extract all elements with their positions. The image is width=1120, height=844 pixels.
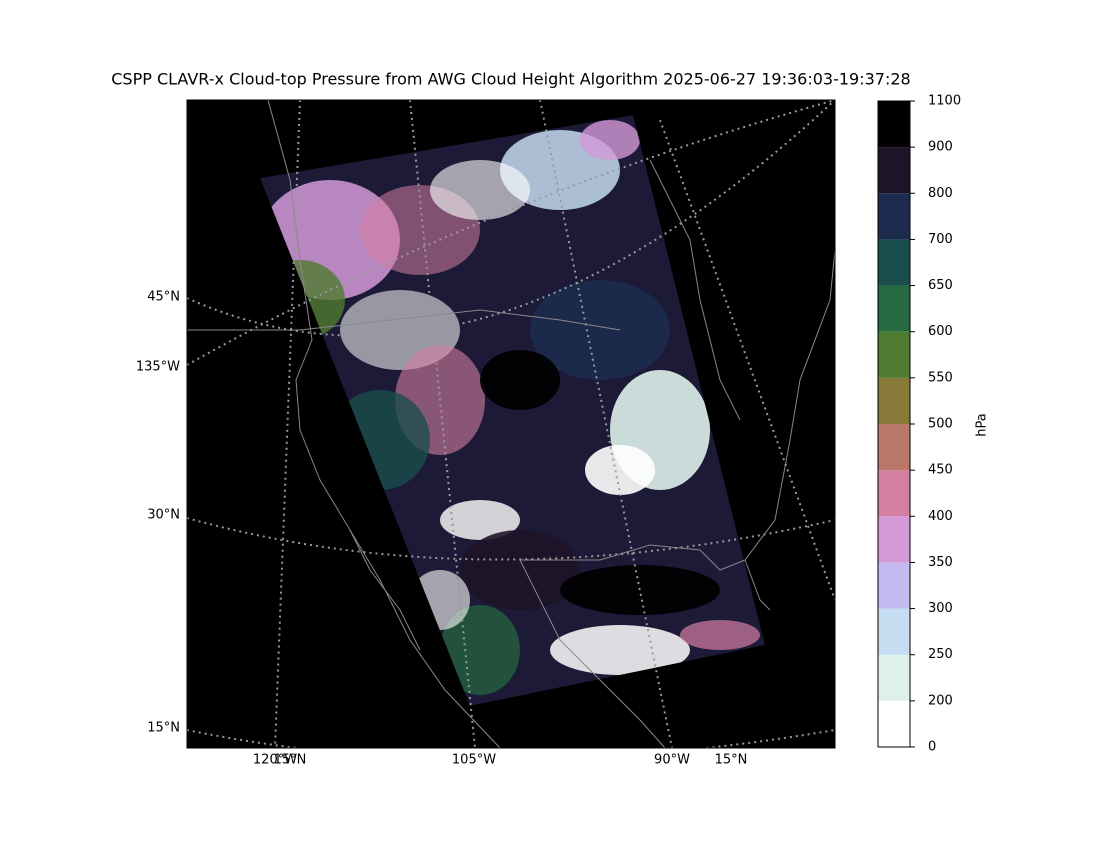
map-area [187,100,835,748]
colorbar-segment [878,562,910,609]
colorbar-tick-label: 350 [928,555,953,570]
colorbar-tick-label: 550 [928,370,953,385]
graticule-label: 15°N [274,753,307,768]
graticule-label: 90°W [654,753,690,768]
colorbar-tick-label: 900 [928,140,953,155]
colorbar-segment [878,608,910,655]
graticule-label: 120°W [253,753,297,768]
graticule-label: 15°N [147,721,180,736]
colorbar-segment [878,377,910,424]
colorbar-tick-label: 800 [928,186,953,201]
colorbar-segment [878,654,910,701]
colorbar-segment [878,516,910,563]
colorbar-tick-label: 500 [928,417,953,432]
graticule-label: 30°N [147,508,180,523]
colorbar-tick-label: 1100 [928,94,961,109]
colorbar-tick-label: 450 [928,463,953,478]
colorbar-segment [878,424,910,471]
colorbar-tick-label: 650 [928,278,953,293]
colorbar-label: hPa [975,413,990,436]
colorbar-tick-label: 400 [928,509,953,524]
coastlines [187,100,835,748]
colorbar-segment [878,193,910,240]
colorbar-segment [878,147,910,194]
colorbar-tick-label: 250 [928,647,953,662]
graticule-label: 15°N [715,753,748,768]
graticule-label: 45°N [147,290,180,305]
colorbar-segment [878,700,910,747]
colorbar-segment [878,101,910,148]
colorbar-tick-label: 600 [928,324,953,339]
colorbar-tick-label: 700 [928,232,953,247]
cloud-swath [260,115,765,706]
colorbar-tick-label: 0 [928,740,936,755]
colorbar-segment [878,331,910,378]
graticule [187,100,835,748]
colorbar-tick-label: 300 [928,601,953,616]
title: CSPP CLAVR-x Cloud-top Pressure from AWG… [111,70,910,89]
colorbar-tick-label: 200 [928,693,953,708]
graticule-label: 105°W [452,753,496,768]
colorbar-segment [878,285,910,332]
colorbar-segment [878,470,910,517]
map-frame [186,99,836,749]
colorbar-segment [878,239,910,286]
graticule-label: 135°W [136,360,180,375]
